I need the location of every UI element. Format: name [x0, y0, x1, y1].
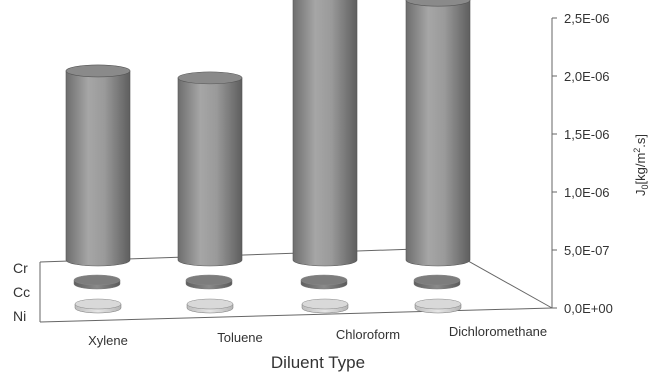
y-axis-title-unit: [kg/m — [633, 153, 648, 185]
bar-cylinder — [292, 0, 358, 267]
bar-disk-top — [74, 298, 122, 310]
y-axis-title-sub: 0 — [640, 185, 650, 190]
y-tick-label: 5,0E-07 — [564, 243, 610, 258]
y-axis-title-main: J — [633, 190, 648, 197]
bar-top — [405, 0, 471, 7]
depth-category-label: Cc — [13, 284, 30, 300]
bar-disk-top — [185, 274, 233, 286]
x-category-label: Toluene — [217, 330, 263, 345]
floor-front-edge — [39, 307, 553, 323]
bar-cylinder — [405, 0, 471, 267]
chart-marks — [65, 0, 471, 314]
y-tick-label: 1,5E-06 — [564, 127, 610, 142]
depth-axis-categories: Cr Cc Ni — [13, 260, 30, 324]
y-tick-label: 1,0E-06 — [564, 185, 610, 200]
bar-disk-top — [73, 274, 121, 286]
y-axis-ticks: 0,0E+00 5,0E-07 1,0E-06 1,5E-06 2,0E-06 2,5E-… — [552, 11, 613, 316]
x-axis-title: Diluent Type — [271, 353, 365, 372]
bar-top — [65, 64, 131, 78]
bar-disk-top — [413, 274, 461, 286]
x-category-label: Xylene — [88, 333, 128, 348]
depth-category-label: Ni — [13, 308, 26, 324]
bar-disk-top — [301, 298, 349, 310]
bar-disk-top — [186, 298, 234, 310]
bar-top — [177, 71, 243, 85]
bar-disk-top — [300, 274, 348, 286]
bar-cylinder — [177, 77, 243, 267]
x-axis-categories: Xylene Toluene Chloroform Dichloromethane — [88, 324, 547, 348]
x-category-label: Dichloromethane — [449, 324, 547, 339]
y-axis-title-sup: 2 — [632, 148, 642, 153]
x-category-label: Chloroform — [336, 327, 400, 342]
y-tick-label: 2,0E-06 — [564, 69, 610, 84]
y-axis-title-unit-end: .s] — [633, 134, 648, 148]
y-axis-title: J0[kg/m2.s] — [632, 134, 650, 196]
bar-cylinder — [65, 70, 131, 267]
y-tick-label: 2,5E-06 — [564, 11, 610, 26]
bar-disk-top — [414, 298, 462, 310]
depth-category-label: Cr — [13, 260, 28, 276]
y-tick-label: 0,0E+00 — [564, 301, 613, 316]
